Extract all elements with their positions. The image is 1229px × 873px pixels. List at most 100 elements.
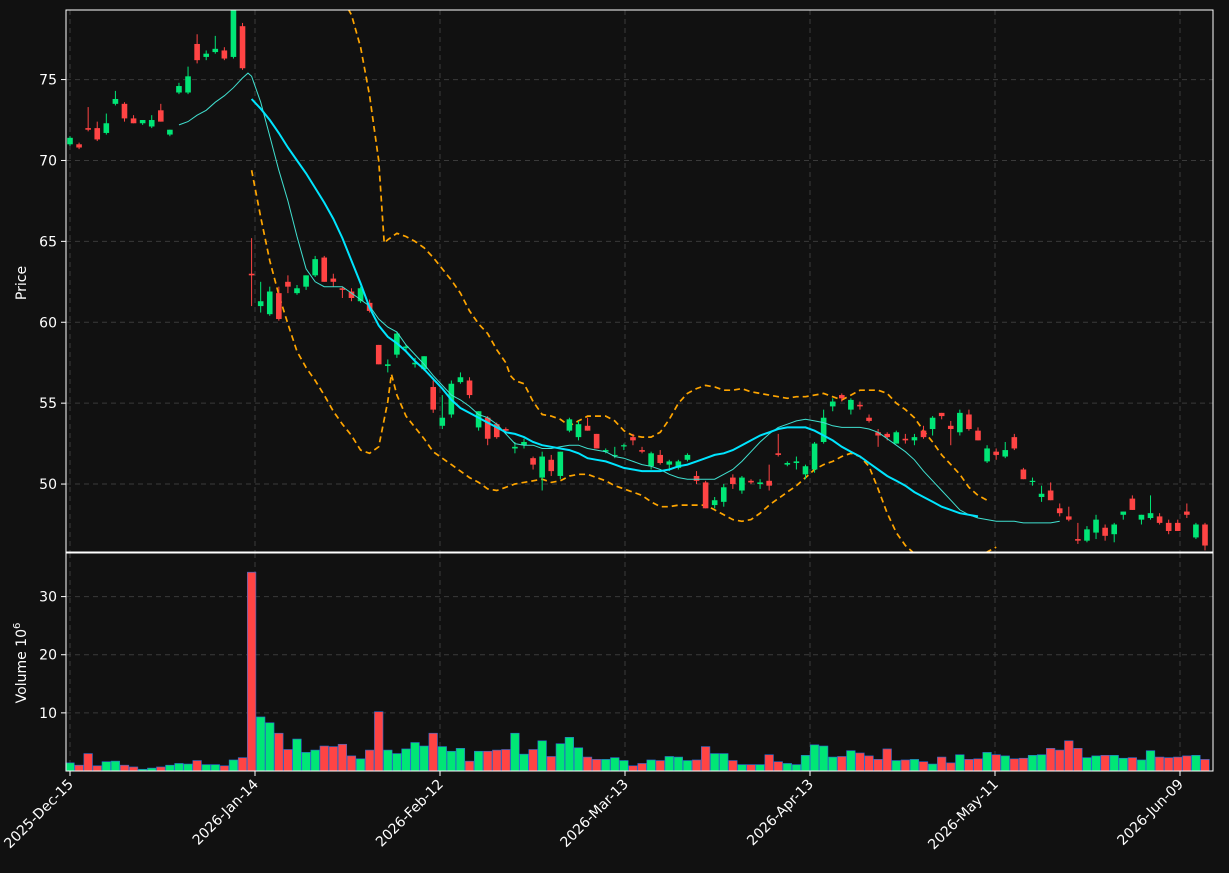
volume-bar [192, 760, 202, 772]
candle-body [539, 456, 545, 478]
candle-body [693, 475, 700, 481]
volume-bar [737, 764, 747, 772]
volume-bar [1018, 757, 1028, 772]
volume-bar [728, 760, 738, 772]
volume-bar [564, 736, 574, 772]
volume-bar [1200, 759, 1210, 772]
volume-bar [492, 749, 502, 772]
candle-body [285, 281, 291, 287]
candle-body [439, 417, 446, 426]
volume-bar [165, 764, 175, 772]
candle-body [766, 480, 772, 486]
candle-body [1075, 539, 1081, 541]
candles-layer [67, 10, 1208, 551]
volume-bar [401, 748, 411, 772]
candle-body [1184, 511, 1190, 515]
candle-body [103, 123, 110, 133]
volume-bar [346, 755, 357, 772]
candle-body [630, 437, 636, 441]
volume-bar [301, 752, 311, 772]
volume-panel-frame [65, 552, 1214, 772]
volume-bar [455, 748, 466, 772]
candle-body [975, 430, 981, 441]
price-tick-label: 70 [39, 153, 57, 169]
slow-moving-average-line [250, 98, 979, 518]
candle-body [1147, 513, 1154, 519]
volume-bar [83, 753, 93, 772]
candle-body [929, 417, 936, 430]
volume-bar [319, 745, 329, 772]
volume-bar [828, 756, 838, 772]
candle-body [793, 461, 800, 464]
volume-bar [464, 760, 475, 772]
candle-body [775, 453, 782, 455]
candle-body [639, 450, 645, 452]
price-axis-label: Price [14, 266, 30, 300]
candle-body [94, 128, 101, 140]
volume-bar [310, 749, 320, 772]
candle-body [330, 278, 337, 282]
candle-body [484, 417, 491, 439]
candle-body [121, 103, 128, 119]
volume-bar [882, 748, 892, 772]
volume-bar [473, 750, 484, 772]
candle-body [811, 443, 818, 470]
candle-body [802, 466, 809, 475]
volume-bar [410, 742, 420, 772]
candle-body [1011, 437, 1018, 449]
candle-body [357, 288, 364, 302]
volume-bar [374, 711, 384, 772]
volume-bar [664, 756, 674, 772]
volume-bar [355, 758, 366, 772]
volume-tick-label: 20 [39, 648, 57, 664]
volume-bar [719, 753, 729, 772]
candle-body [348, 291, 355, 298]
candle-body [739, 477, 745, 491]
candle-body [702, 482, 709, 509]
price-tick-label: 60 [39, 315, 57, 331]
candle-body [902, 438, 909, 441]
candle-body [848, 399, 854, 410]
volume-bar [1091, 755, 1101, 772]
volume-bar [582, 756, 593, 772]
volume-bar [1155, 756, 1165, 772]
volume-bar [791, 764, 801, 772]
candle-body [884, 433, 890, 438]
volume-bar [174, 763, 184, 772]
volume-bar [964, 759, 974, 772]
candle-body [248, 273, 255, 276]
volume-bar [128, 766, 139, 772]
volume-bar [1046, 748, 1056, 772]
candle-body [1120, 511, 1127, 515]
price-tick-label: 50 [39, 477, 57, 493]
candle-body [521, 441, 527, 446]
volume-axis-label-exponent: 6 [12, 623, 23, 629]
candle-body [593, 433, 600, 449]
candle-body [711, 500, 718, 506]
volume-bar [256, 716, 266, 772]
volume-bar [437, 746, 447, 772]
volume-bar [700, 746, 711, 772]
candle-body [857, 404, 863, 407]
candle-body [875, 432, 881, 436]
volume-bar [201, 764, 211, 772]
candle-body [503, 429, 509, 431]
volume-bar [909, 759, 920, 772]
candle-body [1102, 527, 1108, 536]
candle-body [139, 120, 146, 124]
volume-bar [819, 745, 829, 772]
volume-bar [837, 756, 847, 772]
candle-body [167, 129, 173, 135]
candle-body [339, 288, 346, 290]
candle-body [239, 26, 246, 69]
volume-bar [937, 756, 947, 772]
volume-bar [419, 745, 429, 772]
candle-body [1129, 498, 1136, 510]
volume-tick-label: 30 [39, 590, 57, 606]
volume-bar [1100, 755, 1110, 772]
volume-bar [637, 763, 647, 772]
candle-body [112, 98, 119, 104]
volume-bar [1055, 749, 1065, 772]
candle-body [657, 454, 663, 464]
